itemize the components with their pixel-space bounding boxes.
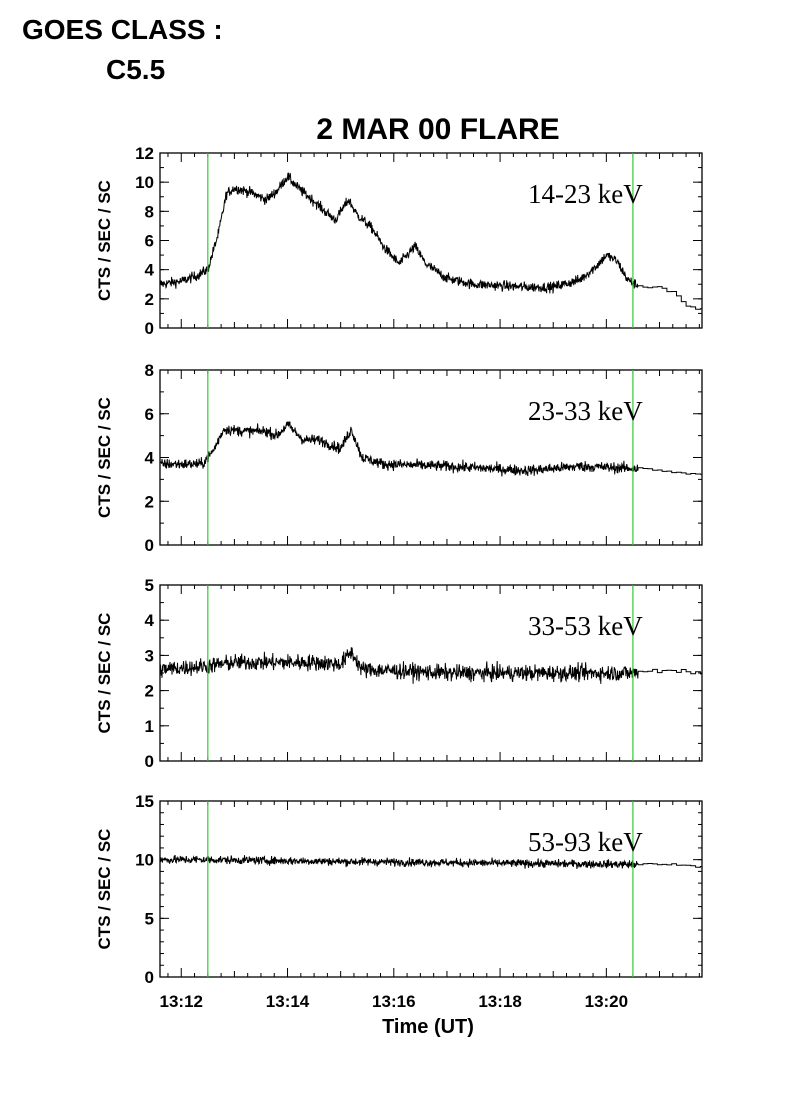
y-tick-label: 12 bbox=[135, 144, 154, 163]
y-tick-label: 3 bbox=[145, 646, 154, 665]
goes-class-value: C5.5 bbox=[106, 54, 166, 85]
panel-2: 0 2 4 6 8 CTS / SEC / SC 23-33 keV bbox=[95, 361, 703, 555]
x-tick-label: 13:20 bbox=[585, 992, 628, 1011]
goes-class-label: GOES CLASS : bbox=[22, 14, 223, 45]
y-tick-label: 2 bbox=[145, 290, 154, 309]
data-trace bbox=[160, 854, 702, 869]
y-tick-label: 1 bbox=[145, 717, 154, 736]
y-tick-label: 8 bbox=[145, 202, 154, 221]
y-tick-label: 6 bbox=[145, 232, 154, 251]
y-tick-label: 4 bbox=[145, 449, 155, 468]
x-tick-label: 13:12 bbox=[160, 992, 203, 1011]
energy-band-label: 33-53 keV bbox=[528, 611, 643, 641]
data-trace bbox=[160, 421, 702, 477]
y-tick-label: 0 bbox=[145, 319, 154, 338]
y-tick-label: 5 bbox=[145, 576, 154, 595]
panel-3: 0 1 2 3 4 5 CTS / SEC / SC 33-53 keV bbox=[95, 576, 703, 771]
data-trace bbox=[160, 647, 702, 684]
x-tick-label: 13:18 bbox=[478, 992, 521, 1011]
y-tick-label: 15 bbox=[135, 792, 154, 811]
y-tick-label: 4 bbox=[145, 261, 155, 280]
y-tick-label: 8 bbox=[145, 361, 154, 380]
x-axis-title: Time (UT) bbox=[382, 1016, 474, 1038]
y-axis-label: CTS / SEC / SC bbox=[95, 180, 114, 301]
y-tick-label: 0 bbox=[145, 752, 154, 771]
chart-title: 2 MAR 00 FLARE bbox=[316, 113, 559, 146]
y-tick-label: 0 bbox=[145, 536, 154, 555]
y-tick-label: 0 bbox=[145, 968, 154, 987]
y-tick-label: 6 bbox=[145, 405, 154, 424]
y-axis-label: CTS / SEC / SC bbox=[95, 397, 114, 518]
y-tick-label: 10 bbox=[135, 851, 154, 870]
data-trace bbox=[160, 172, 702, 310]
x-tick-label: 13:16 bbox=[372, 992, 415, 1011]
panel-1: 0 2 4 6 8 10 12 CTS / SEC / SC 14-23 keV bbox=[95, 144, 703, 338]
y-tick-label: 5 bbox=[145, 909, 154, 928]
energy-band-label: 14-23 keV bbox=[528, 179, 643, 209]
x-tick-label: 13:14 bbox=[266, 992, 310, 1011]
y-tick-label: 10 bbox=[135, 173, 154, 192]
panel-4: 0 5 10 15 CTS / SEC / SC 53-93 keV 13:12 13:14 1… bbox=[95, 792, 703, 1011]
plot-frame bbox=[159, 800, 703, 978]
y-tick-label: 4 bbox=[145, 611, 155, 630]
y-tick-label: 2 bbox=[145, 682, 154, 701]
y-tick-label: 2 bbox=[145, 492, 154, 511]
energy-band-label: 23-33 keV bbox=[528, 396, 643, 426]
y-axis-label: CTS / SEC / SC bbox=[95, 829, 114, 950]
energy-band-label: 53-93 keV bbox=[528, 827, 643, 857]
y-axis-label: CTS / SEC / SC bbox=[95, 613, 114, 734]
